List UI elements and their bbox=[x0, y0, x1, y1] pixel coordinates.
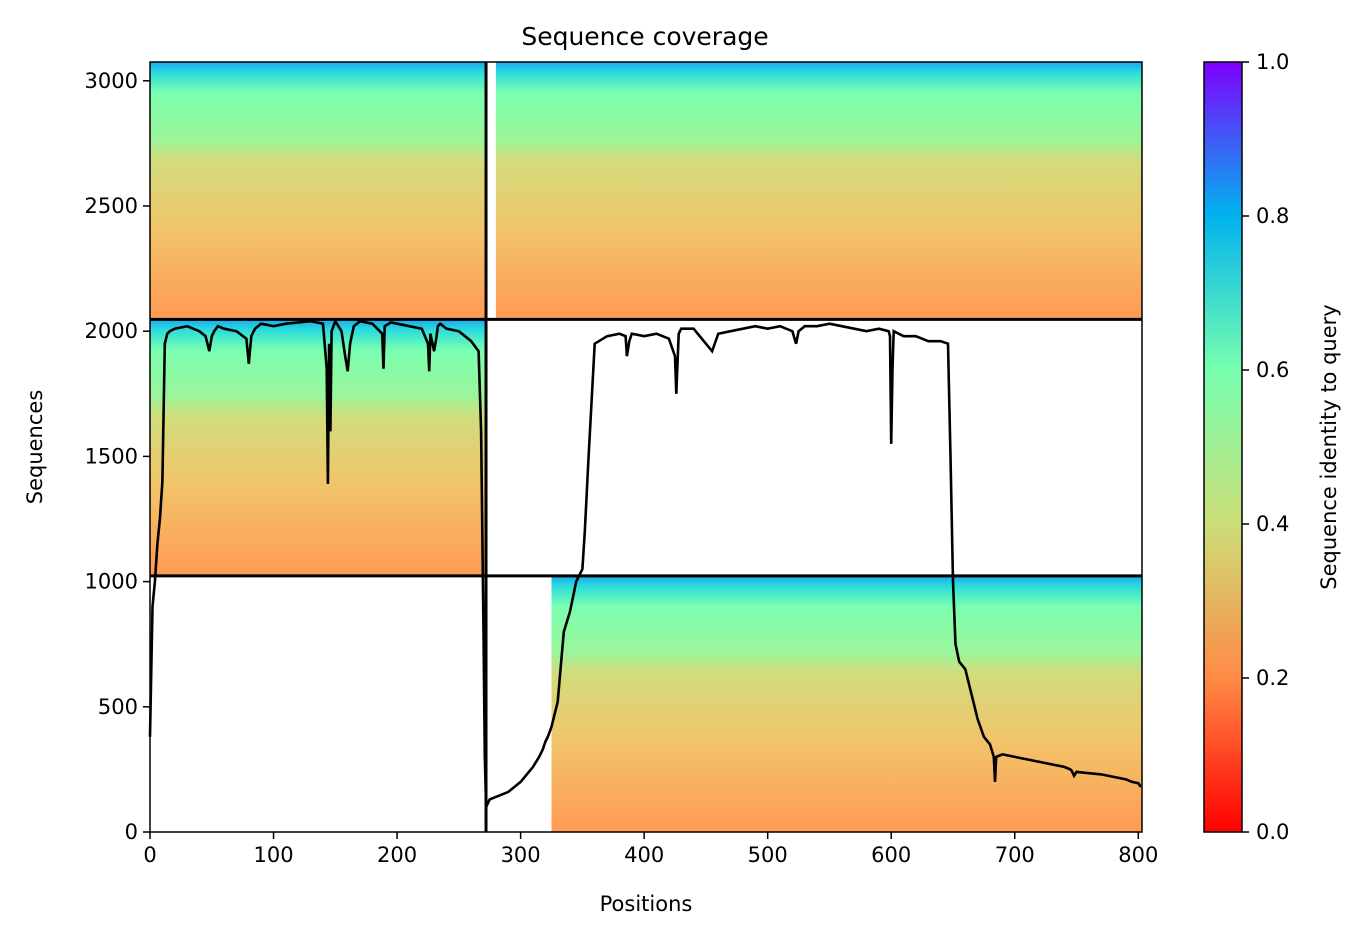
colorbar-tick-label: 0.4 bbox=[1256, 512, 1289, 536]
x-tick-label: 700 bbox=[995, 843, 1035, 867]
y-tick-label: 3000 bbox=[85, 69, 138, 93]
x-tick-label: 400 bbox=[624, 843, 664, 867]
coverage-block-chain-1 bbox=[150, 62, 487, 320]
x-tick-label: 300 bbox=[501, 843, 541, 867]
colorbar-tick-label: 1.0 bbox=[1256, 50, 1289, 74]
colorbar-label: Sequence identity to query bbox=[1317, 304, 1341, 589]
x-axis-label: Positions bbox=[600, 892, 693, 916]
colorbar-scale bbox=[1203, 61, 1243, 833]
colorbar-tick-label: 0.8 bbox=[1256, 204, 1289, 228]
y-tick-label: 2000 bbox=[85, 319, 138, 343]
colorbar-tick-label: 0.6 bbox=[1256, 358, 1289, 382]
y-tick-label: 1000 bbox=[85, 570, 138, 594]
y-tick-label: 1500 bbox=[85, 444, 138, 468]
coverage-block-chain-2 bbox=[551, 575, 1142, 832]
y-axis-label: Sequences bbox=[23, 390, 47, 505]
y-axis: 0 500 1000 1500 2000 2500 3000 bbox=[85, 69, 150, 844]
x-tick-label: 100 bbox=[253, 843, 293, 867]
x-tick-label: 200 bbox=[377, 843, 417, 867]
coverage-line bbox=[148, 318, 1142, 808]
x-tick-label: 800 bbox=[1118, 843, 1158, 867]
plot-area bbox=[148, 61, 1143, 833]
block-dividers bbox=[150, 62, 1142, 832]
x-tick-label: 0 bbox=[143, 843, 156, 867]
coverage-block-chain-2 bbox=[495, 62, 1143, 320]
colorbar-tick-label: 0.2 bbox=[1256, 666, 1289, 690]
colorbar: 0.0 0.2 0.4 0.6 0.8 1.0 Sequence identity to … bbox=[1203, 50, 1341, 844]
x-tick-label: 500 bbox=[748, 843, 788, 867]
colorbar-tick-label: 0.0 bbox=[1256, 820, 1289, 844]
y-tick-label: 0 bbox=[125, 820, 138, 844]
chart-title: Sequence coverage bbox=[521, 22, 768, 51]
x-tick-label: 600 bbox=[871, 843, 911, 867]
y-tick-label: 2500 bbox=[85, 194, 138, 218]
colorbar-ticks: 0.0 0.2 0.4 0.6 0.8 1.0 bbox=[1242, 50, 1289, 844]
y-tick-label: 500 bbox=[98, 695, 138, 719]
coverage-block-chain-1 bbox=[150, 319, 487, 576]
plot-frame bbox=[149, 61, 1143, 833]
x-axis: 0 100 200 300 400 500 600 700 800 bbox=[143, 832, 1158, 867]
